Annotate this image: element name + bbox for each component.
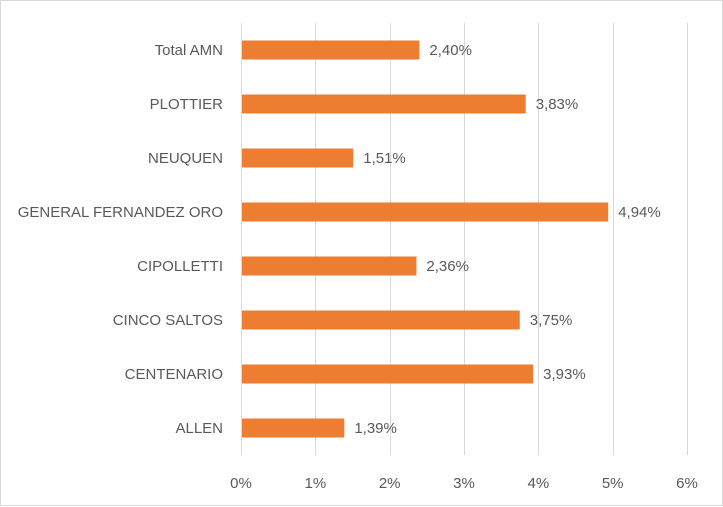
bar — [242, 256, 417, 276]
data-label: 2,40% — [429, 42, 472, 59]
x-tick-label: 2% — [379, 475, 401, 492]
x-tick-label: 4% — [527, 475, 549, 492]
x-tick-label: 5% — [602, 475, 624, 492]
bar — [242, 148, 354, 168]
bar — [242, 40, 420, 60]
bar — [242, 94, 526, 114]
bar — [242, 364, 534, 384]
x-tick-label: 6% — [676, 475, 698, 492]
category-label: Total AMN — [155, 42, 223, 59]
data-label: 2,36% — [426, 258, 469, 275]
x-tick-label: 1% — [304, 475, 326, 492]
data-label: 4,94% — [618, 204, 661, 221]
category-label: GENERAL FERNANDEZ ORO — [18, 204, 223, 221]
data-label: 3,83% — [536, 96, 579, 113]
bar — [242, 310, 520, 330]
category-label: PLOTTIER — [150, 96, 224, 113]
category-label: NEUQUEN — [148, 150, 223, 167]
x-tick-label: 3% — [453, 475, 475, 492]
bar — [242, 418, 345, 438]
category-label: CENTENARIO — [125, 366, 223, 383]
category-label: CINCO SALTOS — [113, 312, 223, 329]
data-label: 3,75% — [530, 312, 573, 329]
data-label: 1,39% — [354, 420, 397, 437]
bar — [242, 202, 609, 222]
category-label: CIPOLLETTI — [137, 258, 223, 275]
data-label: 3,93% — [543, 366, 586, 383]
data-label: 1,51% — [363, 150, 406, 167]
category-label: ALLEN — [175, 420, 223, 437]
x-tick-label: 0% — [230, 475, 252, 492]
